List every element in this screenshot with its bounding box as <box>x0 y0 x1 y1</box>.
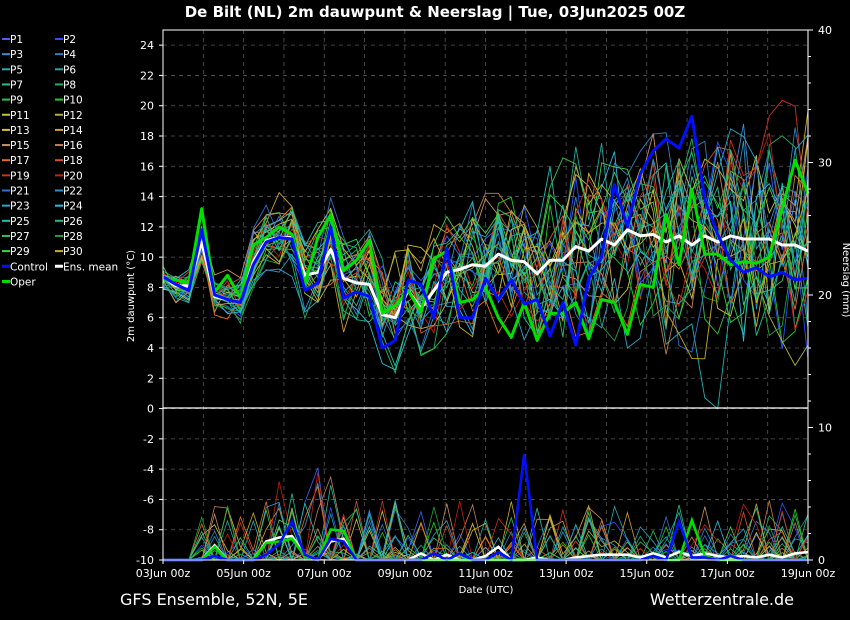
legend-label: Oper <box>10 276 36 288</box>
x-tick-label: 07Jun 00z <box>297 567 352 580</box>
y-right-tick-label: 20 <box>818 289 832 302</box>
legend-label: P17 <box>10 155 30 167</box>
ensemble-line-p23 <box>162 128 809 349</box>
legend-label: P21 <box>10 186 30 198</box>
y-right-tick-label: 0 <box>818 554 825 567</box>
legend-label: P8 <box>63 79 76 91</box>
y-right-tick-label: 30 <box>818 157 832 170</box>
y-tick-label: -10 <box>136 554 154 567</box>
ensemble-line-p27 <box>162 149 809 375</box>
legend-label: P20 <box>63 170 83 182</box>
ensemble-line-p21 <box>162 165 809 353</box>
ensemble-line-p22 <box>162 141 809 337</box>
x-tick-label: 13Jun 00z <box>539 567 594 580</box>
ensemble-line-p17 <box>162 199 809 343</box>
y-tick-label: 6 <box>147 312 154 325</box>
y-axis-right: 40 30 20 10 0 <box>808 24 832 567</box>
ensemble-line-p30 <box>162 188 809 360</box>
legend-label: P3 <box>10 49 23 61</box>
legend-label: P6 <box>63 64 76 76</box>
y-tick-label: 12 <box>140 221 154 234</box>
x-axis-label: Date (UTC) <box>459 585 514 596</box>
y-tick-label: 4 <box>147 342 154 355</box>
ensemble-precip-p5 <box>163 505 809 561</box>
y-right-tick-label: 10 <box>818 422 832 435</box>
legend-label: P4 <box>63 49 76 61</box>
chart-title: De Bilt (NL) 2m dauwpunt & Neerslag | Tu… <box>185 3 686 22</box>
series-line-control <box>162 114 809 350</box>
footer-left: GFS Ensemble, 52N, 5E <box>120 590 308 609</box>
legend-label: P7 <box>10 79 23 91</box>
y-tick-label: 22 <box>140 69 154 82</box>
y-right-axis-label: Neerslag (mm) <box>840 243 850 318</box>
legend-label: P25 <box>10 216 30 228</box>
legend-label: P16 <box>63 140 83 152</box>
legend-label: P26 <box>63 216 83 228</box>
y-tick-label: -8 <box>143 524 154 537</box>
legend-label: P24 <box>63 201 83 213</box>
legend-label: Control <box>10 261 48 273</box>
legend-label: P13 <box>10 125 30 137</box>
legend-label: P19 <box>10 170 30 182</box>
x-tick-label: 05Jun 00z <box>216 567 271 580</box>
legend-label: P9 <box>10 95 23 107</box>
footer-right: Wetterzentrale.de <box>650 590 794 609</box>
legend-label: P5 <box>10 64 23 76</box>
x-tick-label: 03Jun 00z <box>136 567 191 580</box>
series-line-oper <box>163 158 810 342</box>
precip-line-ens-mean <box>163 534 809 562</box>
y-tick-label: 16 <box>140 160 154 173</box>
legend-label: P14 <box>63 125 83 137</box>
y-tick-label: 10 <box>140 251 154 264</box>
x-tick-label: 19Jun 00z <box>781 567 836 580</box>
y-tick-label: 18 <box>140 130 154 143</box>
legend-label: P30 <box>63 246 83 258</box>
legend-label: P2 <box>63 34 76 46</box>
legend-label: P27 <box>10 231 30 243</box>
x-axis: 03Jun 00z 05Jun 00z 07Jun 00z 09Jun 00z 11Ju… <box>136 560 836 580</box>
y-tick-label: 2 <box>147 372 154 385</box>
y-tick-label: -2 <box>143 433 154 446</box>
y-tick-label: -4 <box>143 463 154 476</box>
x-tick-label: 15Jun 00z <box>620 567 675 580</box>
y-tick-label: 8 <box>147 281 154 294</box>
legend-label: P11 <box>10 110 30 122</box>
legend-label: P10 <box>63 95 83 107</box>
ensemble-line-p29 <box>162 162 809 342</box>
legend-label: P12 <box>63 110 83 122</box>
legend-label: P22 <box>63 186 83 198</box>
legend-label: P28 <box>63 231 83 243</box>
x-tick-label: 17Jun 00z <box>700 567 755 580</box>
ensemble-line-p28 <box>162 185 809 342</box>
legend-label: P15 <box>10 140 30 152</box>
legend-label: P18 <box>63 155 83 167</box>
y-tick-label: 20 <box>140 100 154 113</box>
ensemble-line-p26 <box>162 158 809 338</box>
legend-label: P23 <box>10 201 30 213</box>
ensemble-precip-p29 <box>163 519 809 561</box>
y-tick-label: 24 <box>140 39 154 52</box>
y-tick-label: -6 <box>143 493 154 506</box>
x-tick-label: 11Jun 00z <box>458 567 513 580</box>
y-tick-label: 14 <box>140 191 154 204</box>
legend: P1 P2 P3 P4 P5 P6 P7 P8 P9 P10 P11 P12 P13 P14 P15 P16 P… <box>2 34 118 288</box>
legend-label: Ens. mean <box>63 261 118 273</box>
y-axis-label: 2m dauwpunt (°C) <box>126 250 137 342</box>
x-tick-label: 09Jun 00z <box>378 567 433 580</box>
legend-label: P1 <box>10 34 23 46</box>
y-right-tick-label: 40 <box>818 24 832 37</box>
y-tick-label: 0 <box>147 403 154 416</box>
legend-label: P29 <box>10 246 30 258</box>
